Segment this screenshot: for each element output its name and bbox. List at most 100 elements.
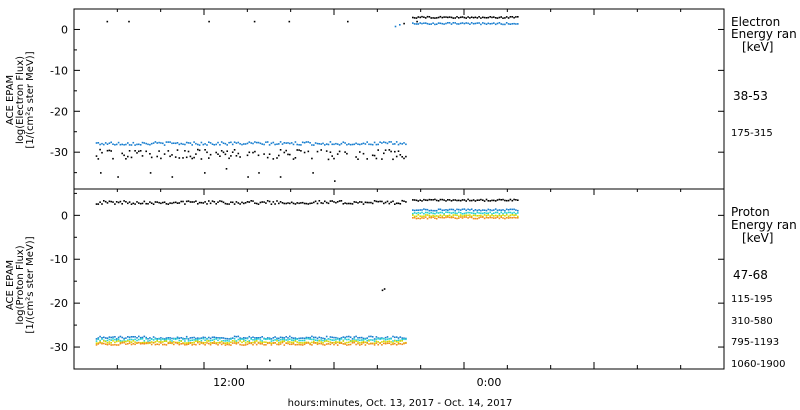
electron-point	[176, 142, 179, 144]
electron-point	[154, 141, 157, 143]
electron-point	[470, 16, 473, 18]
proton-point	[511, 208, 514, 211]
proton-point	[325, 335, 328, 338]
electron-point	[448, 16, 451, 18]
electron-point	[370, 143, 372, 146]
electron-point	[136, 143, 138, 146]
electron-point	[296, 149, 298, 151]
proton-point	[147, 342, 149, 345]
proton-point	[187, 342, 190, 344]
proton-point	[294, 340, 297, 342]
proton-point	[338, 342, 341, 344]
proton-point	[496, 211, 499, 214]
proton-point	[379, 338, 381, 340]
proton-point	[498, 213, 501, 215]
proton-point	[359, 339, 361, 342]
proton-point	[463, 212, 466, 215]
proton-point	[370, 342, 372, 345]
proton-point	[259, 201, 262, 204]
proton-point	[228, 203, 230, 205]
proton-point	[430, 209, 432, 212]
proton-point	[373, 342, 376, 344]
proton-point	[428, 216, 431, 219]
electron-point	[394, 25, 397, 28]
proton-point	[99, 201, 101, 203]
proton-point	[130, 203, 133, 205]
electron-point	[230, 155, 232, 157]
proton-point	[228, 338, 230, 340]
electron-point	[134, 144, 136, 146]
electron-point	[386, 142, 389, 145]
electron-point	[447, 16, 449, 19]
electron-point	[209, 153, 212, 156]
proton-point	[517, 209, 519, 212]
proton-point	[349, 340, 352, 343]
electron-point	[198, 144, 201, 146]
electron-point	[106, 149, 109, 152]
proton-point	[386, 336, 389, 338]
electron-point	[403, 22, 405, 25]
proton-point	[204, 336, 206, 339]
proton-point	[459, 209, 462, 211]
proton-point	[235, 340, 238, 342]
proton-point	[469, 214, 471, 216]
electron-point	[399, 142, 402, 145]
proton-point	[461, 217, 464, 219]
electron-point	[128, 144, 131, 146]
proton-point	[281, 340, 284, 342]
x-axis	[116, 362, 682, 369]
proton-point	[213, 336, 216, 338]
electron-point	[127, 155, 129, 158]
proton-point	[110, 336, 112, 339]
proton-point	[461, 213, 464, 215]
proton-point	[119, 339, 122, 342]
proton-point	[211, 342, 214, 344]
electron-point	[125, 143, 127, 146]
proton-point	[450, 216, 453, 219]
proton-point	[305, 337, 308, 340]
proton-point	[117, 344, 120, 346]
proton-point	[149, 339, 151, 342]
electron-point	[208, 141, 210, 143]
electron-point	[437, 16, 440, 19]
electron-point	[500, 23, 502, 25]
proton-point	[316, 339, 319, 342]
proton-point	[180, 343, 182, 345]
proton-point	[415, 217, 418, 220]
proton-point	[397, 202, 400, 205]
electron-point	[211, 143, 214, 145]
electron-point	[507, 23, 510, 25]
electron-point	[474, 22, 477, 25]
proton-point	[494, 214, 497, 217]
proton-point	[292, 343, 295, 345]
proton-point	[392, 343, 394, 346]
proton-point	[149, 201, 151, 203]
electron-point	[480, 23, 482, 26]
electron-point	[397, 150, 400, 152]
proton-point	[270, 338, 273, 340]
proton-point	[259, 339, 262, 341]
proton-point	[368, 340, 370, 342]
proton-point	[307, 336, 310, 339]
proton-point	[348, 338, 350, 341]
electron-point	[220, 141, 223, 143]
proton-point	[200, 339, 203, 342]
electron-point	[395, 141, 398, 143]
proton-point	[209, 337, 212, 340]
electron-point	[430, 23, 432, 25]
electron-point	[316, 150, 319, 153]
electron-point	[311, 157, 313, 160]
proton-point	[371, 336, 374, 338]
electron-point	[489, 16, 491, 18]
proton-point	[465, 216, 467, 218]
electron-point	[430, 17, 432, 19]
proton-point	[441, 211, 444, 214]
proton-point	[441, 216, 444, 219]
electron-point	[362, 142, 365, 145]
proton-point	[448, 216, 451, 219]
proton-point	[108, 343, 111, 345]
proton-point	[195, 339, 197, 341]
electron-point	[174, 142, 177, 145]
proton-point	[498, 198, 501, 201]
electron-point	[362, 152, 365, 155]
